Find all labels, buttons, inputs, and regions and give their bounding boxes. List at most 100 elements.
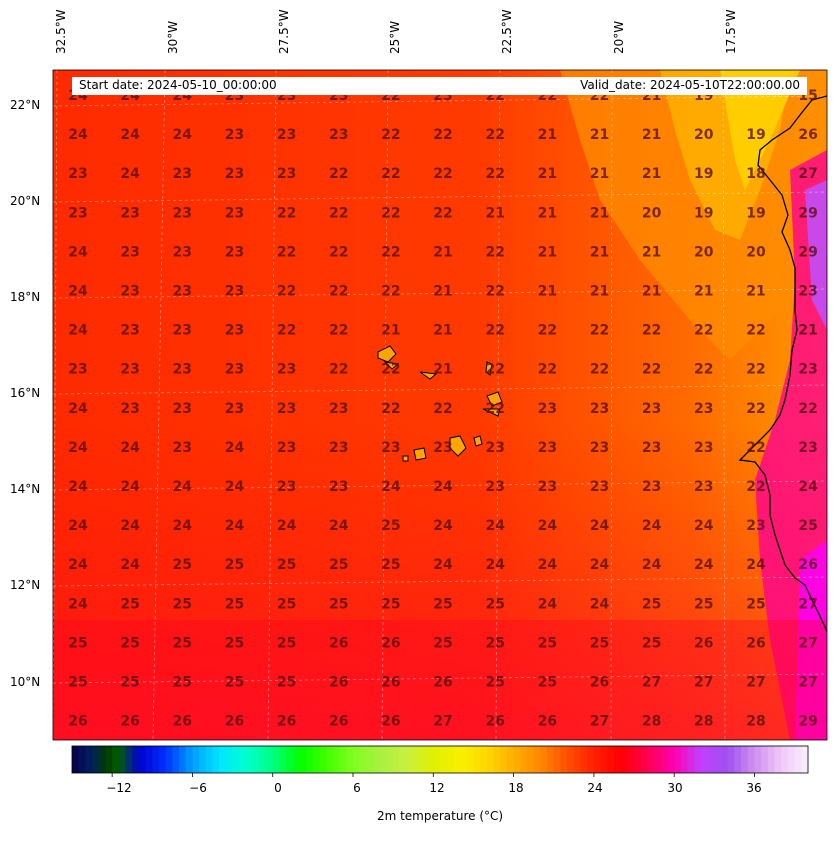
grid-temperature-label: 22: [694, 362, 713, 378]
grid-temperature-label: 23: [642, 479, 661, 495]
grid-temperature-label: 25: [277, 596, 296, 612]
colorbar-segment: [533, 746, 541, 773]
grid-temperature-label: 27: [590, 714, 609, 730]
grid-temperature-label: 26: [485, 714, 504, 730]
colorbar-segment: [660, 746, 669, 773]
colorbar-segment: [185, 746, 194, 773]
grid-temperature-label: 25: [277, 635, 296, 651]
colorbar-segment: [466, 746, 475, 773]
grid-temperature-label: 23: [225, 323, 244, 339]
lon-label-3: 27.5°W: [277, 9, 291, 54]
grid-temperature-label: 21: [590, 284, 609, 300]
colorbar-segment: [85, 746, 93, 773]
grid-temperature-label: 24: [120, 166, 140, 182]
colorbar-segment: [353, 746, 361, 773]
colorbar-segment: [366, 746, 374, 773]
grid-temperature-label: 23: [277, 401, 296, 417]
colorbar-segment: [794, 746, 802, 773]
grid-temperature-label: 25: [173, 596, 192, 612]
colorbar-tick: −12: [106, 781, 132, 795]
grid-temperature-label: 25: [642, 596, 661, 612]
colorbar-segment: [192, 746, 200, 773]
grid-temperature-label: 21: [485, 205, 504, 221]
colorbar-segment: [460, 746, 468, 773]
colorbar-tick: 18: [508, 781, 524, 795]
grid-temperature-label: 26: [798, 127, 817, 143]
grid-temperature-label: 24: [538, 596, 558, 612]
grid-temperature-label: 20: [694, 244, 714, 260]
colorbar-segment: [152, 746, 160, 773]
grid-temperature-label: 25: [68, 635, 87, 651]
grid-temperature-label: 23: [277, 127, 296, 143]
grid-temperature-label: 25: [433, 635, 452, 651]
grid-temperature-label: 28: [746, 714, 765, 730]
grid-temperature-label: 24: [433, 518, 453, 534]
colorbar-segment: [654, 746, 662, 773]
colorbar-segment: [232, 746, 240, 773]
colorbar-segment: [306, 746, 314, 773]
grid-temperature-label: 23: [277, 362, 296, 378]
grid-temperature-label: 23: [329, 127, 348, 143]
colorbar-segment: [245, 746, 254, 773]
colorbar-segment: [339, 746, 347, 773]
colorbar-segment: [486, 746, 495, 773]
lat-label-6: 12°N: [10, 578, 41, 592]
grid-temperature-label: 26: [694, 635, 713, 651]
grid-temperature-label: 23: [381, 440, 400, 456]
grid-temperature-label: 22: [329, 362, 348, 378]
grid-temperature-label: 25: [173, 557, 192, 573]
grid-temperature-label: 22: [485, 127, 504, 143]
colorbar-segment: [399, 746, 408, 773]
grid-temperature-label: 24: [120, 518, 140, 534]
colorbar-segment: [567, 746, 575, 773]
colorbar-segment: [312, 746, 321, 773]
grid-temperature-label: 22: [746, 362, 765, 378]
grid-temperature-label: 22: [433, 205, 452, 221]
grid-temperature-label: 23: [329, 401, 348, 417]
grid-temperature-label: 23: [798, 440, 817, 456]
grid-temperature-label: 25: [173, 675, 192, 691]
grid-temperature-label: 24: [68, 244, 88, 260]
grid-temperature-label: 26: [120, 714, 139, 730]
colorbar-segment: [105, 746, 113, 773]
colorbar-tick: −6: [189, 781, 207, 795]
lon-label-5: 22.5°W: [500, 9, 514, 54]
colorbar-segment: [292, 746, 301, 773]
grid-temperature-label: 24: [68, 127, 88, 143]
grid-temperature-label: 22: [277, 323, 296, 339]
grid-temperature-label: 21: [590, 166, 609, 182]
colorbar-segment: [493, 746, 501, 773]
grid-temperature-label: 26: [329, 714, 348, 730]
grid-temperature-label: 24: [225, 518, 245, 534]
grid-temperature-label: 22: [381, 284, 400, 300]
grid-temperature-label: 22: [485, 244, 504, 260]
grid-temperature-label: 24: [68, 518, 88, 534]
colorbar-segment: [239, 746, 247, 773]
colorbar-segment: [406, 746, 414, 773]
colorbar-segment: [747, 746, 756, 773]
colorbar-segment: [593, 746, 602, 773]
grid-temperature-label: 26: [277, 714, 296, 730]
grid-temperature-label: 26: [798, 557, 817, 573]
colorbar-segment: [125, 746, 133, 773]
colorbar-segment: [78, 746, 86, 773]
grid-temperature-label: 24: [68, 479, 88, 495]
grid-temperature-label: 25: [485, 596, 504, 612]
grid-temperature-label: 27: [642, 675, 661, 691]
colorbar-segment: [680, 746, 689, 773]
grid-temperature-label: 25: [381, 596, 400, 612]
colorbar-segment: [640, 746, 649, 773]
colorbar-segment: [373, 746, 381, 773]
grid-temperature-label: 23: [68, 205, 87, 221]
colorbar-segment: [205, 746, 214, 773]
colorbar-segment: [272, 746, 281, 773]
grid-temperature-label: 23: [173, 440, 192, 456]
colorbar-segment: [560, 746, 568, 773]
grid-temperature-label: 23: [173, 362, 192, 378]
grid-temperature-label: 22: [329, 205, 348, 221]
grid-temperature-label: 26: [590, 675, 609, 691]
grid-temperature-label: 19: [694, 205, 713, 221]
grid-temperature-label: 22: [485, 362, 504, 378]
